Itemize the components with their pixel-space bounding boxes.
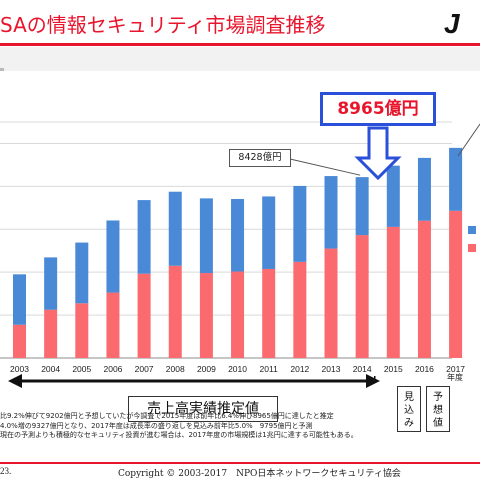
forecast-label-box: 予 想 値: [426, 386, 450, 432]
bar-upper-2007: [137, 200, 151, 274]
bar-upper-2003: [13, 274, 26, 325]
estimate-char-2: 込: [404, 405, 414, 416]
notes-block: 比9.2%伸びて9202億円と予想していたが今調査で2015年度は前年比6.4%…: [0, 412, 480, 462]
x-tick-label: 2014: [353, 364, 372, 374]
x-tick-label: 2015: [384, 364, 403, 374]
callout-2015-total: 8965億円: [320, 92, 436, 126]
bar-upper-2011: [262, 196, 276, 269]
x-tick-label: 2012: [290, 364, 309, 374]
note-line-3: 現在の予測よりも積極的なセキュリティ投資が進む場合は、2017年度の市場規模は1…: [0, 431, 358, 440]
legend-swatch-blue: [468, 226, 476, 234]
x-tick-label: 2005: [72, 364, 91, 374]
bar-lower-2015: [386, 226, 400, 358]
bar-lower-2009: [199, 273, 213, 358]
down-arrow-icon: [354, 126, 402, 181]
subheader-band: [0, 47, 480, 71]
x-tick-label: 2009: [197, 364, 216, 374]
x-tick-label: 2006: [103, 364, 122, 374]
legend-swatch-red: [468, 244, 476, 252]
forecast-char-3: 値: [433, 418, 443, 429]
note-line-1: 比9.2%伸びて9202億円と予想していたが今調査で2015年度は前年比6.4%…: [0, 412, 334, 420]
bar-lower-2008: [168, 265, 182, 358]
footer-divider: [0, 462, 480, 464]
estimate-char-1: 見: [404, 392, 414, 403]
forecast-char-2: 想: [433, 405, 443, 416]
x-tick-label: 2004: [41, 364, 60, 374]
copyright-text: Copyright © 2003-2017 NPO日本ネットワークセキュリティ協…: [118, 469, 401, 479]
bar-lower-2013: [324, 248, 338, 358]
bar-upper-2015: [386, 165, 400, 227]
actuals-label-box: 売上高実績推定値: [128, 396, 278, 422]
bar-lower-2005: [75, 303, 89, 358]
x-tick-label: 2007: [135, 364, 154, 374]
left-arrowhead-icon: [8, 374, 22, 388]
x-tick-label: 2003: [10, 364, 29, 374]
bar-upper-2005: [75, 242, 89, 304]
bar-upper-2013: [324, 176, 338, 249]
brand-logo: J: [444, 8, 460, 39]
page-number: 23.: [0, 466, 12, 476]
x-tick-label: 2016: [415, 364, 434, 374]
title-divider: [0, 43, 480, 46]
callout-2014-total: 8428億円: [229, 149, 291, 167]
bar-lower-2014: [355, 235, 369, 358]
bar-lower-2007: [137, 273, 151, 358]
note-line-2: 4.0%増の9327億円となり、2017年度は成長率の盛り返しを見込み前年比5.…: [0, 421, 313, 430]
bar-lower-2004: [44, 309, 58, 358]
x-tick-label: 2010: [228, 364, 247, 374]
x-tick-label: 2017: [446, 364, 465, 374]
forecast-char-1: 予: [433, 392, 443, 403]
subheader-band-marker: [0, 68, 4, 71]
bar-upper-2009: [199, 198, 213, 274]
callout-leader-2017: [457, 123, 480, 157]
bar-upper-2017: [449, 147, 463, 211]
bar-lower-2011: [262, 268, 276, 358]
bar-upper-2010: [231, 199, 245, 272]
market-chart: 2003 2004 2005 2006 2007 2008 2009 2010 2011 2012…: [0, 121, 480, 388]
bar-upper-2016: [417, 157, 431, 221]
bar-upper-2008: [168, 191, 182, 266]
page-title: SAの情報セキュリティ市場調査推移: [0, 13, 326, 37]
x-tick-label: 2008: [166, 364, 185, 374]
title-bar: SAの情報セキュリティ市場調査推移 J: [0, 0, 480, 46]
estimate-label-box: 見 込 み: [397, 386, 421, 432]
bar-lower-2016: [417, 220, 431, 358]
bar-lower-2012: [293, 261, 307, 358]
bar-lower-2010: [231, 271, 245, 358]
bar-upper-2014: [355, 177, 369, 236]
bar-lower-2006: [106, 292, 120, 358]
bar-upper-2012: [293, 185, 307, 262]
x-tick-label: 2013: [322, 364, 341, 374]
right-arrowhead-icon: [366, 374, 380, 388]
x-unit-label: 年度: [447, 372, 463, 382]
estimate-char-3: み: [404, 418, 414, 429]
x-tick-label: 2011: [260, 364, 279, 374]
bar-upper-2006: [106, 220, 120, 293]
bar-lower-2003: [13, 324, 26, 358]
bar-lower-2017: [449, 210, 463, 358]
bar-upper-2004: [44, 257, 58, 310]
callout-leader-2014: [289, 158, 361, 176]
chart-panel: 2003 2004 2005 2006 2007 2008 2009 2010 2011 2012…: [0, 76, 480, 388]
